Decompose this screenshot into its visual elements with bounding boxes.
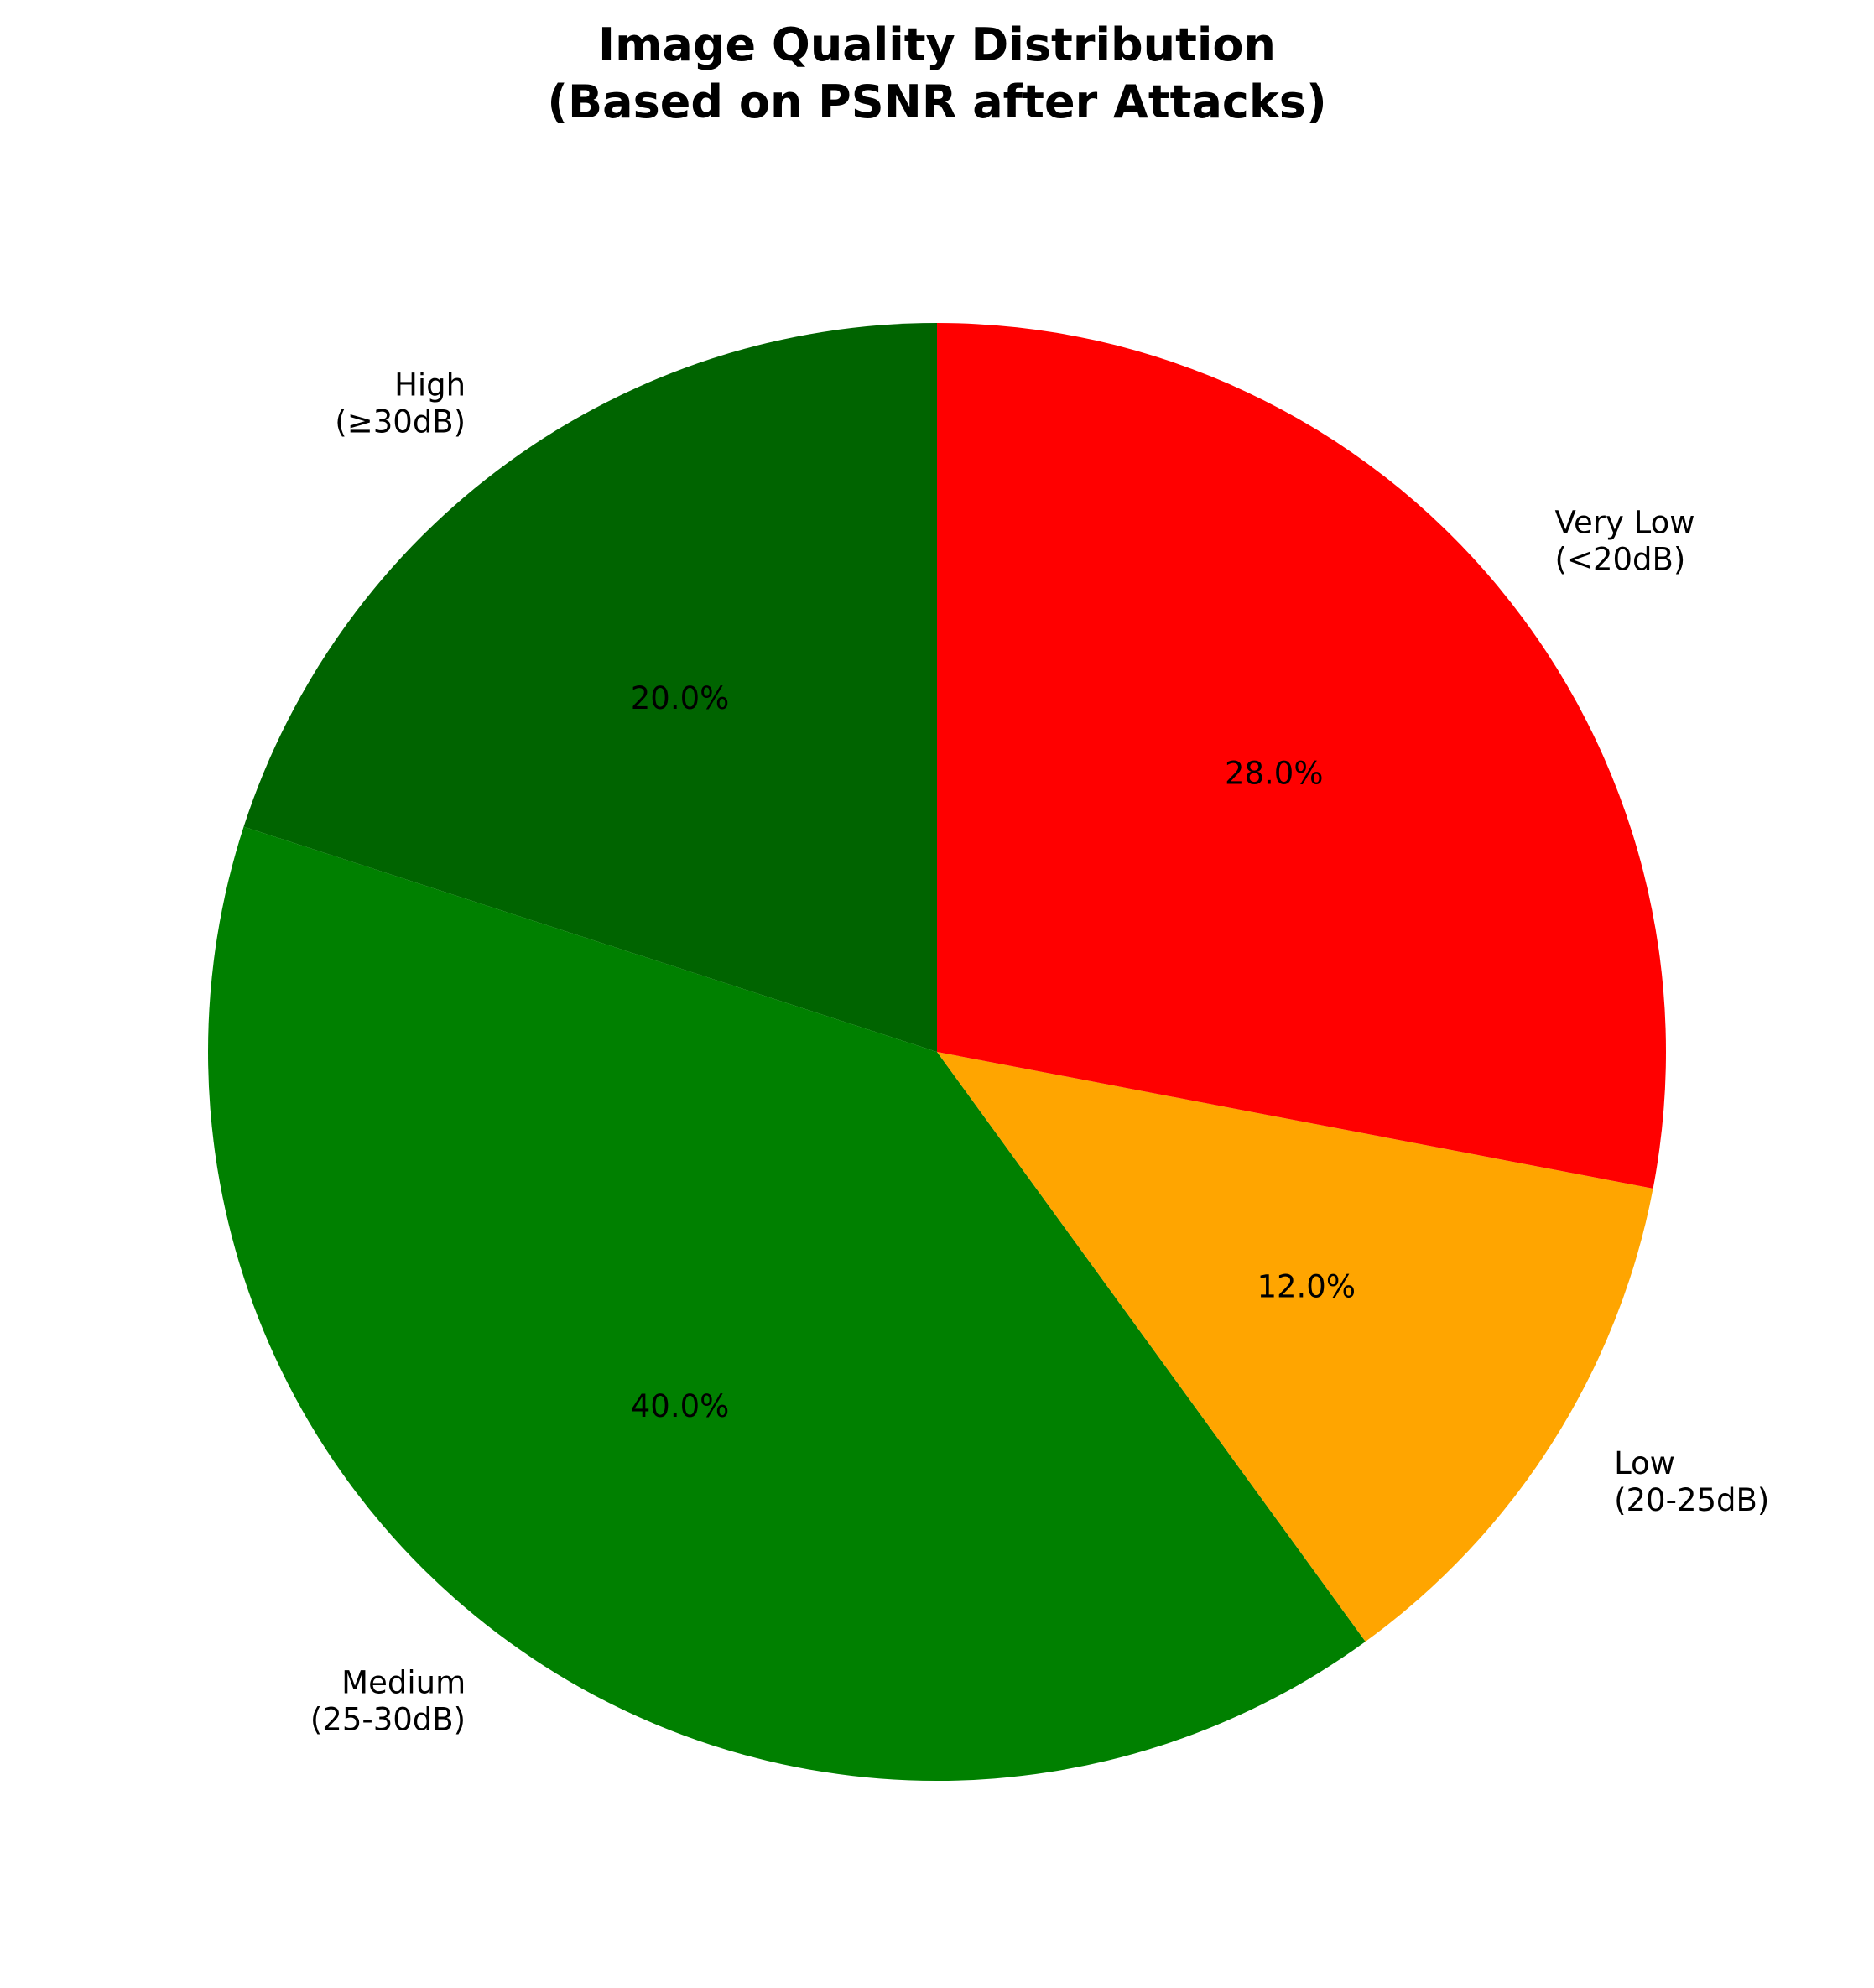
slice-category-label: (≥30dB) <box>335 404 466 440</box>
slice-labels: High(≥30dB) Medium(25-30dB) Low(20-25dB) Ve… <box>310 367 1769 1738</box>
slice-percentage-label: 28.0% <box>1225 756 1324 792</box>
pie-slice-0 <box>243 323 938 1052</box>
slice-percentage-label: 12.0% <box>1257 1268 1356 1304</box>
pie-slice-2 <box>937 1052 1653 1642</box>
slice-category-label: Very Low <box>1555 505 1695 541</box>
slice-percentage-label: 20.0% <box>631 680 730 716</box>
chart-title-line-2: (Based on PSNR after Attacks) <box>547 75 1326 128</box>
slice-category-label: Low <box>1614 1445 1675 1481</box>
pie-slice-1 <box>208 826 1366 1781</box>
pie-slices <box>208 323 1666 1781</box>
chart-title: Image Quality Distribution (Based on PSN… <box>547 18 1326 128</box>
slice-category-label: Medium <box>341 1664 466 1700</box>
pie-slice-3 <box>937 323 1666 1189</box>
percentage-labels: 20.0% 40.0% 12.0% 28.0% <box>631 680 1356 1424</box>
slice-category-label: (25-30dB) <box>310 1701 466 1737</box>
slice-percentage-label: 40.0% <box>631 1388 730 1424</box>
slice-category-label: (20-25dB) <box>1614 1482 1769 1518</box>
slice-category-label: High <box>394 367 466 403</box>
chart-title-line-1: Image Quality Distribution <box>598 18 1276 71</box>
slice-category-label: (<20dB) <box>1555 542 1686 578</box>
